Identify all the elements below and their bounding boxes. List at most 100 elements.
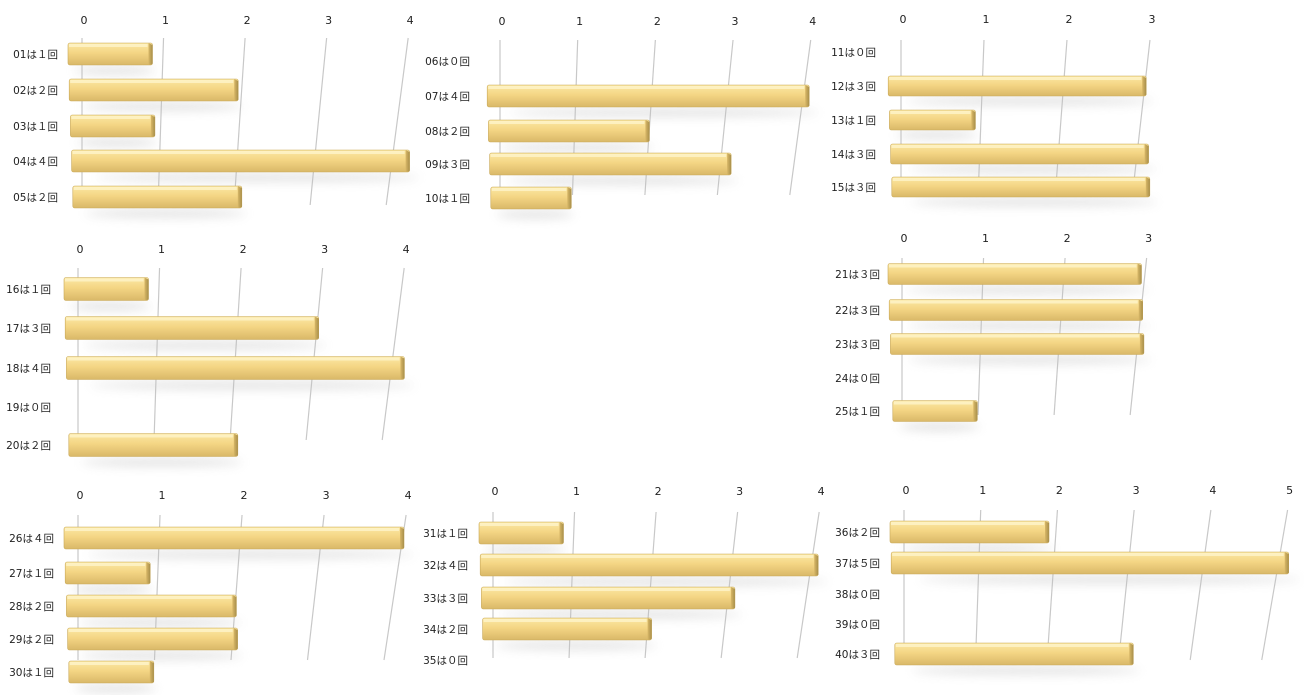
- gridline: [1261, 509, 1289, 661]
- bar-shadow: [906, 97, 1154, 105]
- gridline: [153, 267, 161, 441]
- category-label: 17は３回: [6, 323, 51, 335]
- bar-shadow: [906, 321, 1151, 330]
- x-tick-label: 2: [241, 489, 248, 502]
- gridline: [305, 267, 324, 441]
- bar-shadow: [909, 198, 1158, 206]
- category-label: 38は０回: [835, 589, 880, 601]
- category-label: 10は１回: [425, 193, 470, 205]
- bar-end-cap: [149, 661, 154, 683]
- bar-highlight: [70, 80, 234, 83]
- bar-highlight: [890, 111, 971, 114]
- gridline: [1046, 509, 1059, 661]
- bar-highlight: [480, 523, 559, 526]
- category-label: 31は１回: [423, 528, 468, 540]
- category-label: 40は３回: [835, 649, 880, 661]
- bar-shadow: [76, 138, 158, 147]
- gridline: [385, 37, 409, 206]
- x-tick-label: 1: [576, 15, 583, 28]
- gridline: [1132, 39, 1151, 189]
- gridline: [796, 511, 820, 659]
- bar-end-cap: [727, 153, 732, 175]
- x-tick-label: 1: [982, 13, 989, 26]
- category-label: 06は０回: [425, 56, 470, 68]
- bar-shadow: [90, 381, 415, 390]
- bar-end-cap: [730, 587, 735, 609]
- category-label: 14は３回: [831, 149, 876, 161]
- bar-end-cap: [645, 120, 650, 142]
- x-tick-label: 3: [1148, 13, 1155, 26]
- bar-highlight: [68, 629, 233, 632]
- bar-shadow: [908, 355, 1152, 364]
- x-tick-label: 1: [573, 485, 580, 498]
- category-label: 37は５回: [835, 558, 880, 570]
- category-label: 39は０回: [835, 619, 880, 631]
- x-tick-label: 3: [1145, 232, 1152, 245]
- bar-highlight: [481, 555, 814, 558]
- bar-highlight: [483, 619, 647, 622]
- chart-panel: 0 1 2 3 11は０回 12は３回 13は１回 14は３回 15は３回: [831, 13, 1158, 206]
- category-label: 11は０回: [831, 47, 876, 59]
- x-tick-label: 4: [403, 243, 410, 256]
- chart-panel: 0 1 2 3 4 5 36は２回 37は５回 38は０回 39は０回 40は３回: [835, 484, 1301, 675]
- bar-shadow: [81, 102, 244, 111]
- chart-panel: 0 1 2 3 4 01は１回 02は２回 03は１回 04は４回 05は２回: [13, 14, 420, 218]
- bar-shadow: [95, 173, 420, 182]
- bar-end-cap: [1129, 643, 1134, 665]
- bar-highlight: [65, 528, 399, 531]
- bar-highlight: [69, 434, 233, 438]
- bar-shadow: [69, 302, 152, 311]
- x-tick-label: 3: [321, 243, 328, 256]
- bar-highlight: [893, 401, 973, 405]
- x-tick-label: 5: [1286, 484, 1293, 497]
- bar-highlight: [891, 334, 1139, 338]
- bar-end-cap: [233, 628, 238, 650]
- x-tick-label: 2: [240, 243, 247, 256]
- x-tick-label: 1: [982, 232, 989, 245]
- gridline: [1189, 509, 1212, 661]
- bar-highlight: [895, 644, 1129, 647]
- bar-end-cap: [1142, 76, 1147, 96]
- x-tick-label: 2: [655, 485, 662, 498]
- chart-panel: 0 1 2 3 21は３回 22は３回 23は３回 24は０回 25は１回: [835, 232, 1152, 431]
- bar-end-cap: [973, 400, 978, 422]
- bar-end-cap: [405, 150, 410, 172]
- bar-end-cap: [1137, 263, 1142, 285]
- bar-end-cap: [400, 356, 405, 380]
- bar-shadow: [509, 108, 819, 117]
- category-label: 09は３回: [425, 159, 470, 171]
- bar-shadow: [506, 176, 739, 185]
- category-label: 18は４回: [6, 363, 51, 375]
- category-label: 01は１回: [13, 49, 58, 61]
- category-label: 34は２回: [423, 624, 468, 636]
- bar-highlight: [889, 264, 1137, 268]
- category-label: 27は１回: [9, 568, 54, 580]
- bar-end-cap: [146, 562, 151, 584]
- category-label: 03は１回: [13, 121, 58, 133]
- bar-shadow: [908, 165, 1157, 173]
- bar-highlight: [889, 77, 1142, 80]
- category-label: 23は３回: [835, 339, 880, 351]
- category-label: 30は１回: [9, 667, 54, 679]
- x-tick-label: 4: [407, 14, 414, 27]
- bar-shadow: [895, 131, 978, 139]
- category-label: 29は２回: [9, 634, 54, 646]
- x-tick-label: 1: [162, 14, 169, 27]
- bar-end-cap: [1145, 177, 1150, 197]
- bar-end-cap: [400, 527, 404, 549]
- bar-end-cap: [234, 79, 239, 101]
- x-tick-label: 4: [405, 489, 412, 502]
- category-label: 15は３回: [831, 182, 876, 194]
- bar-end-cap: [150, 115, 155, 137]
- bar-end-cap: [805, 85, 810, 107]
- bar-highlight: [73, 187, 237, 190]
- chart-panel: 0 1 2 3 4 16は１回 17は３回 18は４回 19は０回 20は２回: [6, 243, 415, 467]
- category-label: 12は３回: [831, 81, 876, 93]
- bar-shadow: [78, 618, 242, 627]
- bar-end-cap: [232, 595, 237, 617]
- category-label: 36は２回: [835, 527, 880, 539]
- chart-panel: 0 1 2 3 4 06は０回 07は４回 08は２回 09は３回 10は１回: [425, 15, 819, 219]
- category-label: 04は４回: [13, 156, 58, 168]
- bar-highlight: [891, 522, 1044, 525]
